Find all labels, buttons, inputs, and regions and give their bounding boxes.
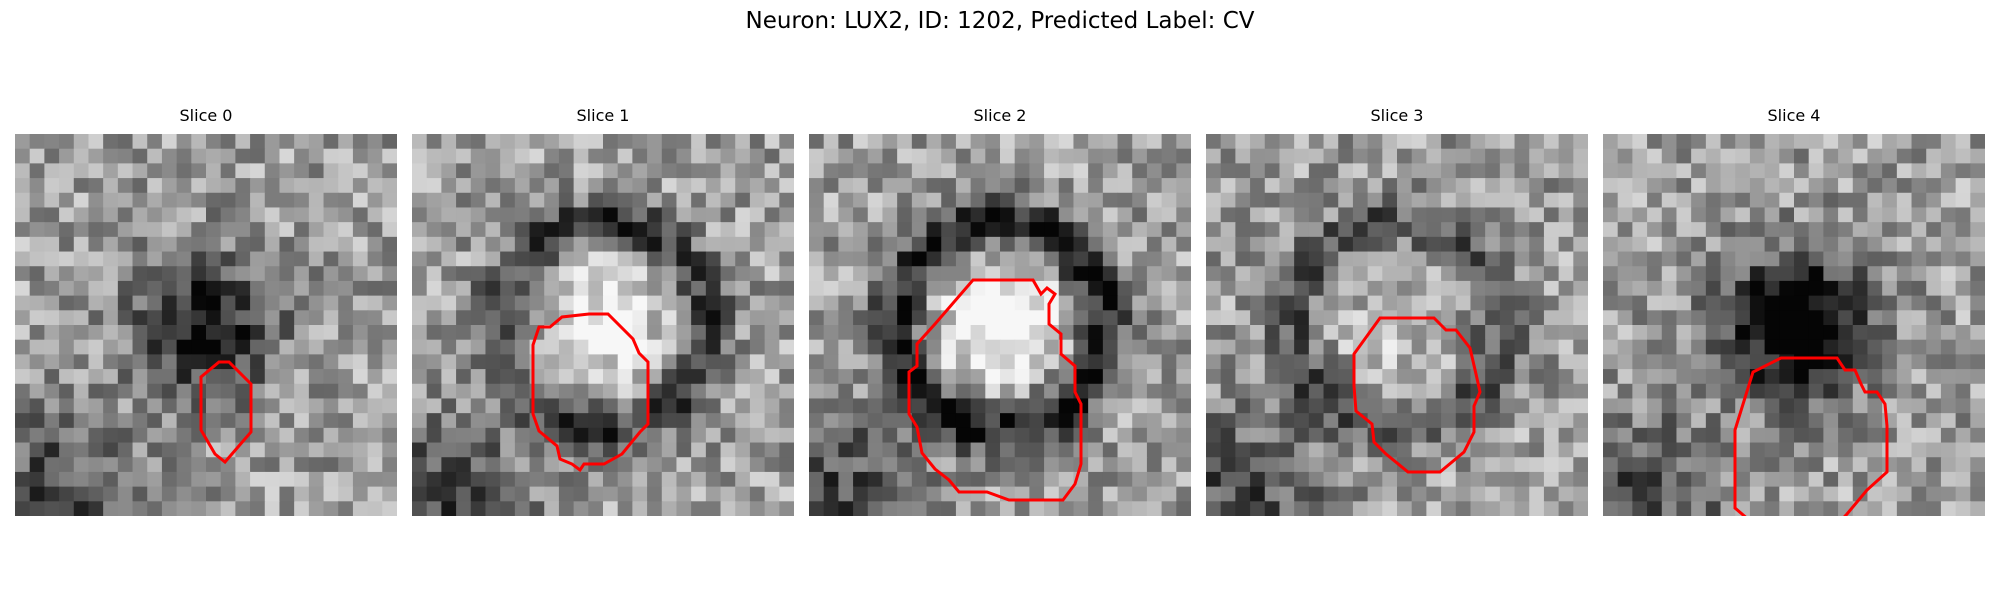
segmentation-contour [199, 360, 253, 465]
slice-title: Slice 1 [576, 106, 630, 125]
slice-image [1206, 134, 1588, 516]
segmentation-contour [1733, 356, 1889, 516]
slice-image [412, 134, 794, 516]
segmentation-contour [531, 312, 650, 473]
slice-title: Slice 4 [1767, 106, 1821, 125]
slice-image [809, 134, 1191, 516]
figure-title: Neuron: LUX2, ID: 1202, Predicted Label:… [745, 8, 1255, 34]
slice-image [1603, 134, 1985, 516]
slice-title: Slice 3 [1370, 106, 1424, 125]
slice-image [15, 134, 397, 516]
segmentation-contour [907, 278, 1083, 502]
segmentation-contour [1352, 316, 1482, 474]
slice-title: Slice 0 [179, 106, 233, 125]
slice-title: Slice 2 [973, 106, 1027, 125]
